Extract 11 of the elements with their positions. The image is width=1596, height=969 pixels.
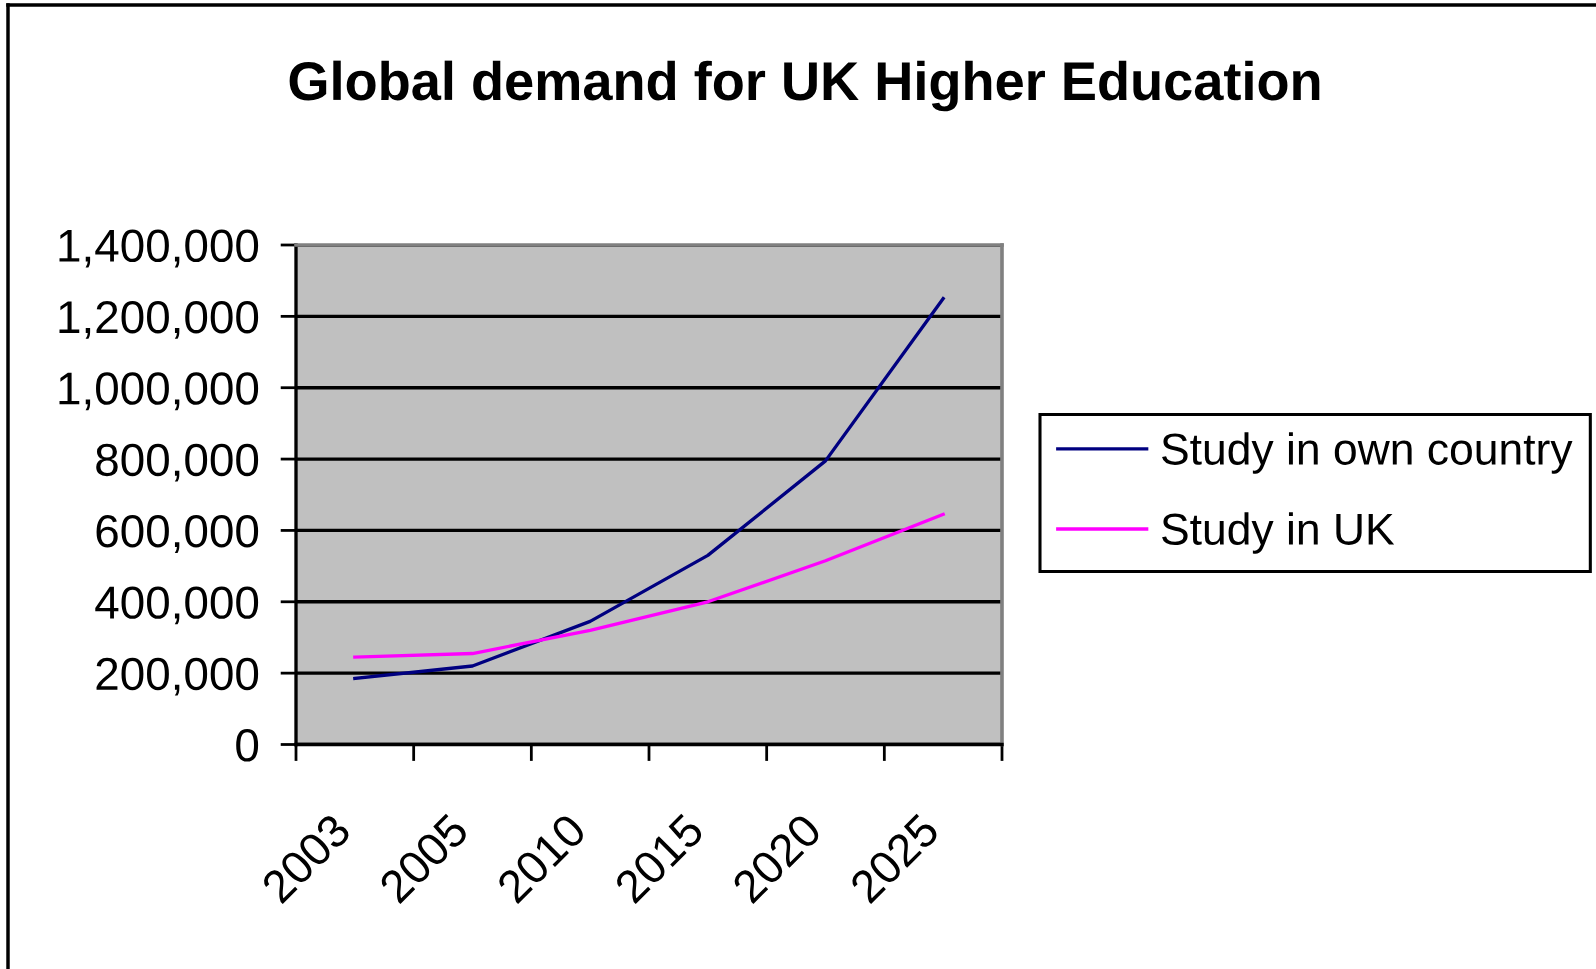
chart-title: Global demand for UK Higher Education bbox=[289, 60, 1320, 112]
legend-label: Study in own country bbox=[1162, 432, 1573, 474]
y-tick-label: 1,000,000 bbox=[59, 372, 259, 411]
y-tick-label: 400,000 bbox=[95, 586, 259, 625]
legend-label: Study in UK bbox=[1162, 512, 1395, 554]
y-tick-label: 1,200,000 bbox=[59, 300, 259, 339]
y-tick-label: 1,400,000 bbox=[59, 229, 259, 268]
y-tick-label: 600,000 bbox=[96, 515, 259, 553]
y-tick-label: 800,000 bbox=[96, 443, 259, 482]
y-tick-label: 0 bbox=[236, 729, 259, 762]
y-tick-label: 200,000 bbox=[96, 657, 259, 696]
